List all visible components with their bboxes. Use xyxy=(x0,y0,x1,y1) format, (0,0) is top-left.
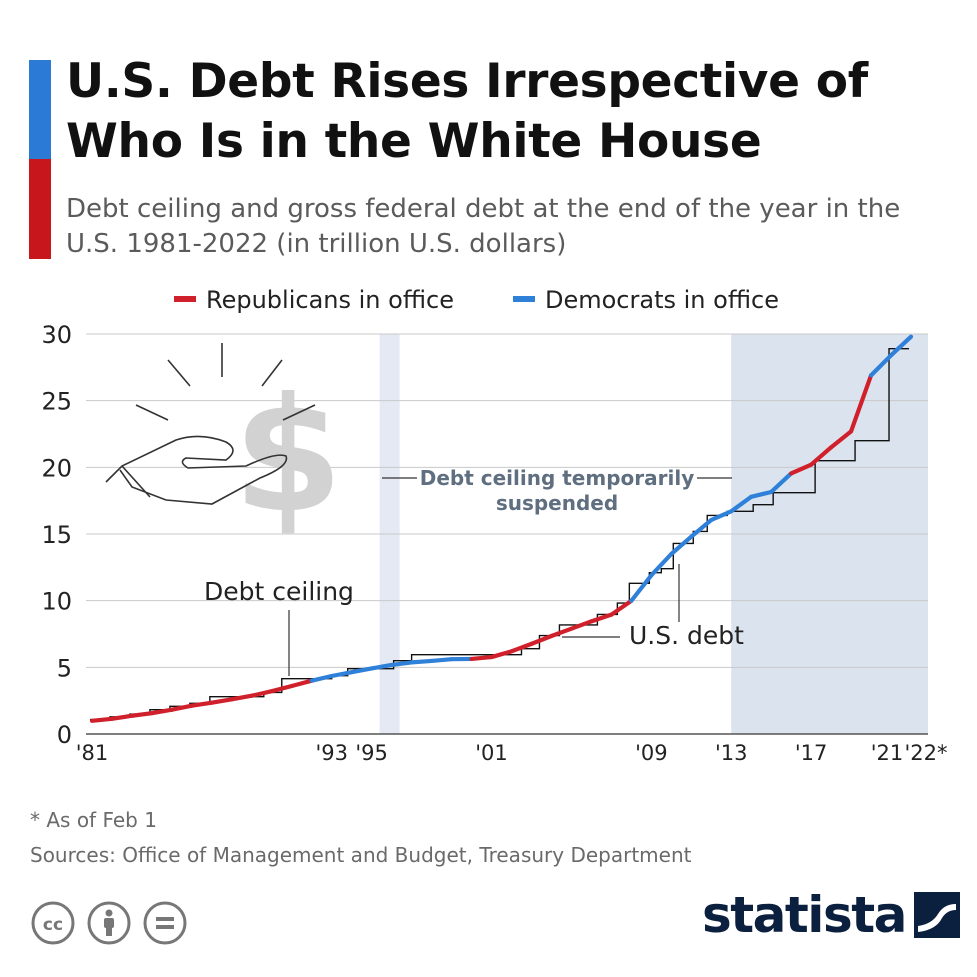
legend-label-republican: Republicans in office xyxy=(206,286,454,314)
debt-segment-1986 xyxy=(189,700,214,708)
debt-segment-2004 xyxy=(549,626,574,639)
debt-segment-1992 xyxy=(309,673,334,683)
page-subtitle: Debt ceiling and gross federal debt at t… xyxy=(66,194,901,259)
x-tick-label: '95 xyxy=(355,741,388,765)
debt-segment-2011 xyxy=(689,517,714,539)
debt-segment-1996 xyxy=(389,660,414,668)
debt-segment-1982 xyxy=(109,713,135,721)
debt-segment-1981 xyxy=(89,716,115,723)
suspended-label-line1: Debt ceiling temporarily xyxy=(420,466,695,490)
debt-segment-1984 xyxy=(149,707,175,716)
debt-segment-1991 xyxy=(289,678,314,689)
x-tick-label: '22* xyxy=(905,741,948,765)
debt-segment-2005 xyxy=(569,619,594,631)
debt-ceiling-line xyxy=(90,347,910,721)
debt-segment-1993 xyxy=(329,670,354,679)
x-tick-label: '17 xyxy=(795,741,828,765)
debt-segment-1990 xyxy=(269,683,294,694)
gridlines xyxy=(86,333,928,735)
y-tick-label: 5 xyxy=(57,654,72,682)
debt-segment-2017 xyxy=(809,445,834,467)
debt-segment-2016 xyxy=(789,462,814,476)
sources-note: Sources: Office of Management and Budget… xyxy=(30,843,692,867)
debt-segment-1987 xyxy=(209,697,234,705)
us-debt-line xyxy=(89,334,914,723)
x-tick-label: '01 xyxy=(475,741,508,765)
x-tick-label: '09 xyxy=(635,741,668,765)
debt-ceiling-label: Debt ceiling xyxy=(204,577,354,606)
y-tick-label: 0 xyxy=(57,721,72,749)
debt-segment-2015 xyxy=(769,471,794,495)
debt-segment-2001 xyxy=(489,649,514,660)
footnote: * As of Feb 1 xyxy=(30,808,157,832)
attribution-icon[interactable] xyxy=(86,900,132,946)
y-tick-label: 10 xyxy=(41,588,72,616)
debt-segment-2010 xyxy=(669,534,694,557)
debt-segment-2003 xyxy=(529,633,554,646)
debt-segment-2019 xyxy=(848,373,874,434)
y-tick-label: 20 xyxy=(41,454,72,482)
debt-segment-1994 xyxy=(349,666,374,675)
statista-logo-icon xyxy=(913,892,960,938)
license-icons: cc xyxy=(30,900,188,946)
accent-bar-red xyxy=(29,159,51,259)
x-axis: '81 '93 '95 '01 '09 '13 '17 '21'22* xyxy=(76,741,948,765)
suspended-label-line2: suspended xyxy=(496,491,618,515)
hand-icon xyxy=(105,343,316,505)
debt-segment-2021 xyxy=(888,334,914,358)
dollar-sign-icon: $ xyxy=(233,364,343,548)
statista-logo[interactable]: statista xyxy=(702,886,960,944)
y-axis: 0 5 10 15 20 25 30 xyxy=(41,321,72,749)
debt-segment-2020 xyxy=(868,353,894,378)
debt-segment-2006 xyxy=(589,612,614,624)
y-tick-label: 30 xyxy=(41,321,72,349)
hand-dollar-illustration: $ xyxy=(105,343,343,548)
debt-segment-2002 xyxy=(509,641,534,654)
debt-segment-2014 xyxy=(749,489,774,499)
debt-segment-2012 xyxy=(709,509,734,523)
debt-segment-1998 xyxy=(429,657,454,664)
legend-label-democrat: Democrats in office xyxy=(545,286,779,314)
no-derivatives-icon[interactable] xyxy=(142,900,188,946)
debt-segment-1988 xyxy=(229,693,254,702)
y-tick-label: 15 xyxy=(41,521,72,549)
x-tick-label: '93 xyxy=(315,741,348,765)
chart-legend: Republicans in office Democrats in office xyxy=(174,286,779,314)
y-tick-label: 25 xyxy=(41,388,72,416)
debt-segment-2018 xyxy=(828,429,854,450)
debt-segment-1997 xyxy=(409,658,434,665)
debt-segment-2000 xyxy=(469,654,494,662)
debt-segment-2013 xyxy=(729,494,754,514)
svg-text:cc: cc xyxy=(43,915,63,935)
debt-segment-1983 xyxy=(129,711,155,718)
debt-segment-2007 xyxy=(609,598,634,617)
x-tick-label: '21 xyxy=(871,741,904,765)
debt-segment-2008 xyxy=(629,573,654,603)
us-debt-label: U.S. debt xyxy=(629,621,744,650)
page-title: U.S. Debt Rises Irrespective of Who Is i… xyxy=(66,54,868,169)
x-tick-label: '81 xyxy=(76,741,109,765)
debt-segment-1989 xyxy=(249,689,274,698)
debt-segment-1995 xyxy=(369,662,394,671)
accent-bar-blue xyxy=(29,60,51,159)
creative-commons-icon[interactable]: cc xyxy=(30,900,76,946)
debt-chart: Republicans in office Democrats in office… xyxy=(41,286,948,765)
debt-segment-1985 xyxy=(169,703,194,712)
brand-name: statista xyxy=(702,886,907,944)
x-tick-label: '13 xyxy=(715,741,748,765)
debt-segment-2009 xyxy=(649,551,674,578)
debt-ceiling-step-line xyxy=(90,347,910,721)
